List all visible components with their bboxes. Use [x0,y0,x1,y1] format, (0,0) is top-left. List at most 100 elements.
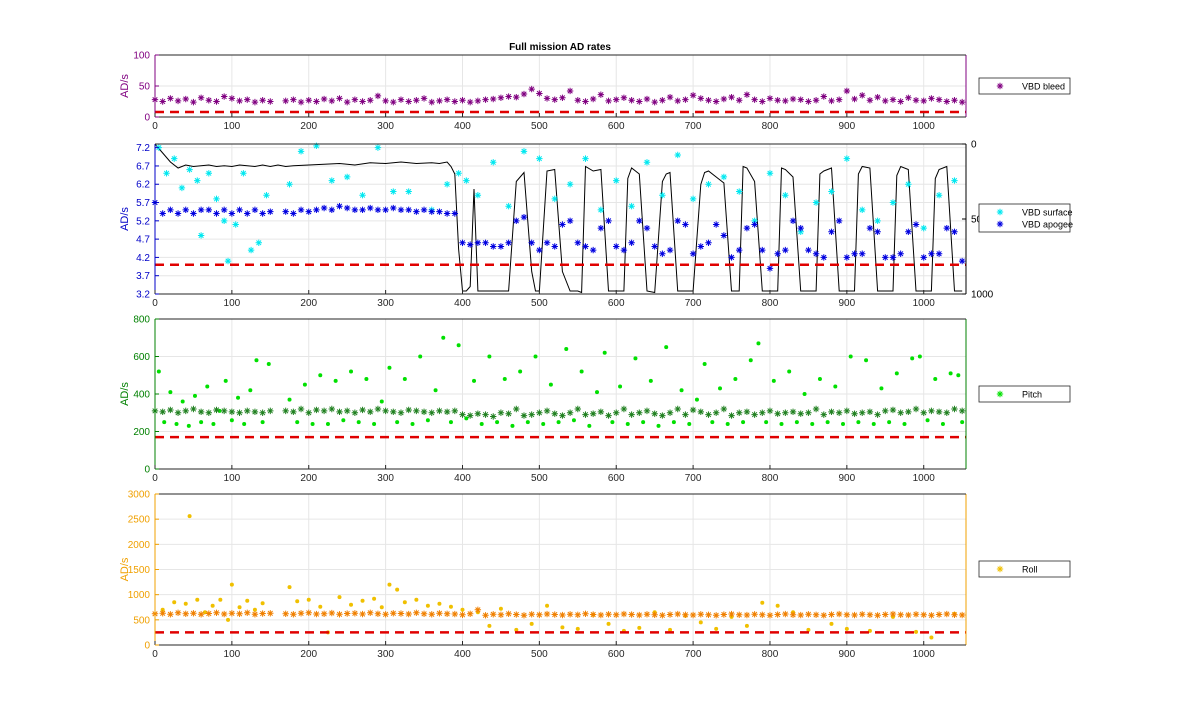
data-point [159,408,166,416]
data-point [313,98,320,105]
data-point [914,629,919,634]
right-tick-label: 0 [971,140,977,151]
data-point [674,405,681,413]
data-point [497,409,505,416]
legend-label: VBD surface [1022,208,1073,218]
data-point [797,611,804,619]
data-point [186,423,191,428]
data-point [405,206,412,214]
data-point [956,373,961,378]
data-point [666,409,674,416]
data-point [789,217,797,225]
data-point [318,604,323,609]
data-point [579,369,584,374]
data-point [794,420,799,425]
data-point [689,250,697,257]
legend: VBD surface VBD apogee [978,203,1073,233]
data-point [820,93,827,100]
data-point [951,405,958,413]
data-point [320,407,328,415]
data-point [242,422,247,426]
data-point [905,228,912,236]
data-point [775,603,780,608]
data-point [928,95,935,102]
data-point [482,239,489,246]
x-tick-label: 300 [377,473,394,484]
x-tick-label: 500 [531,298,548,309]
data-point [466,98,474,106]
data-point [174,409,182,416]
data-point [551,611,558,618]
data-point [543,407,551,415]
data-point [743,91,751,98]
data-point [479,422,484,426]
data-point [897,409,904,416]
x-tick-label: 100 [224,298,241,309]
data-point [894,371,899,376]
data-point [351,96,359,103]
y-tick-label: 400 [133,390,150,401]
data-point [287,585,292,590]
data-point [543,239,551,246]
data-point [197,611,205,618]
data-point [159,210,166,217]
data-point [374,144,382,151]
data-point [559,94,566,101]
data-point [874,612,881,619]
data-point [628,239,635,246]
data-point [551,96,558,103]
data-point [443,181,451,188]
data-point [637,625,642,630]
data-point [848,354,853,359]
data-point [828,611,835,618]
data-point [240,170,247,177]
data-point [282,407,289,415]
data-point [220,206,228,214]
data-point [587,423,592,428]
data-point [943,98,950,105]
data-point [806,627,811,632]
data-point [551,243,558,250]
data-point [887,420,892,425]
data-point [245,598,250,603]
data-point [474,410,482,417]
data-point [320,610,328,617]
x-tick-label: 0 [152,121,158,132]
data-point [282,97,289,105]
data-point [236,409,243,416]
x-tick-label: 300 [377,121,394,132]
data-point [674,151,681,159]
data-point [167,406,174,414]
data-point [744,623,749,628]
data-point [905,408,912,416]
data-point [812,97,820,104]
data-point [595,390,600,395]
data-point [390,188,397,195]
data-point [659,97,666,104]
data-point [456,343,461,348]
data-point [812,611,820,618]
data-point [589,95,597,103]
x-tick-label: 900 [839,298,856,309]
data-point [223,378,228,383]
data-point [851,611,858,619]
data-point [182,206,189,214]
data-point [574,97,581,104]
data-point [367,609,374,616]
data-point [536,90,543,97]
data-point [448,604,453,609]
data-point [498,606,503,611]
data-point [359,192,366,199]
data-point [843,254,851,261]
y-tick-label: 3.7 [136,271,150,282]
data-point [397,409,405,416]
data-point [697,611,704,618]
data-point [267,610,274,617]
data-point [359,610,366,618]
data-point [267,208,274,215]
data-point [305,208,312,215]
data-point [159,610,166,617]
data-point [541,422,546,426]
data-point [197,206,205,214]
y-tick-label: 2500 [128,515,151,526]
